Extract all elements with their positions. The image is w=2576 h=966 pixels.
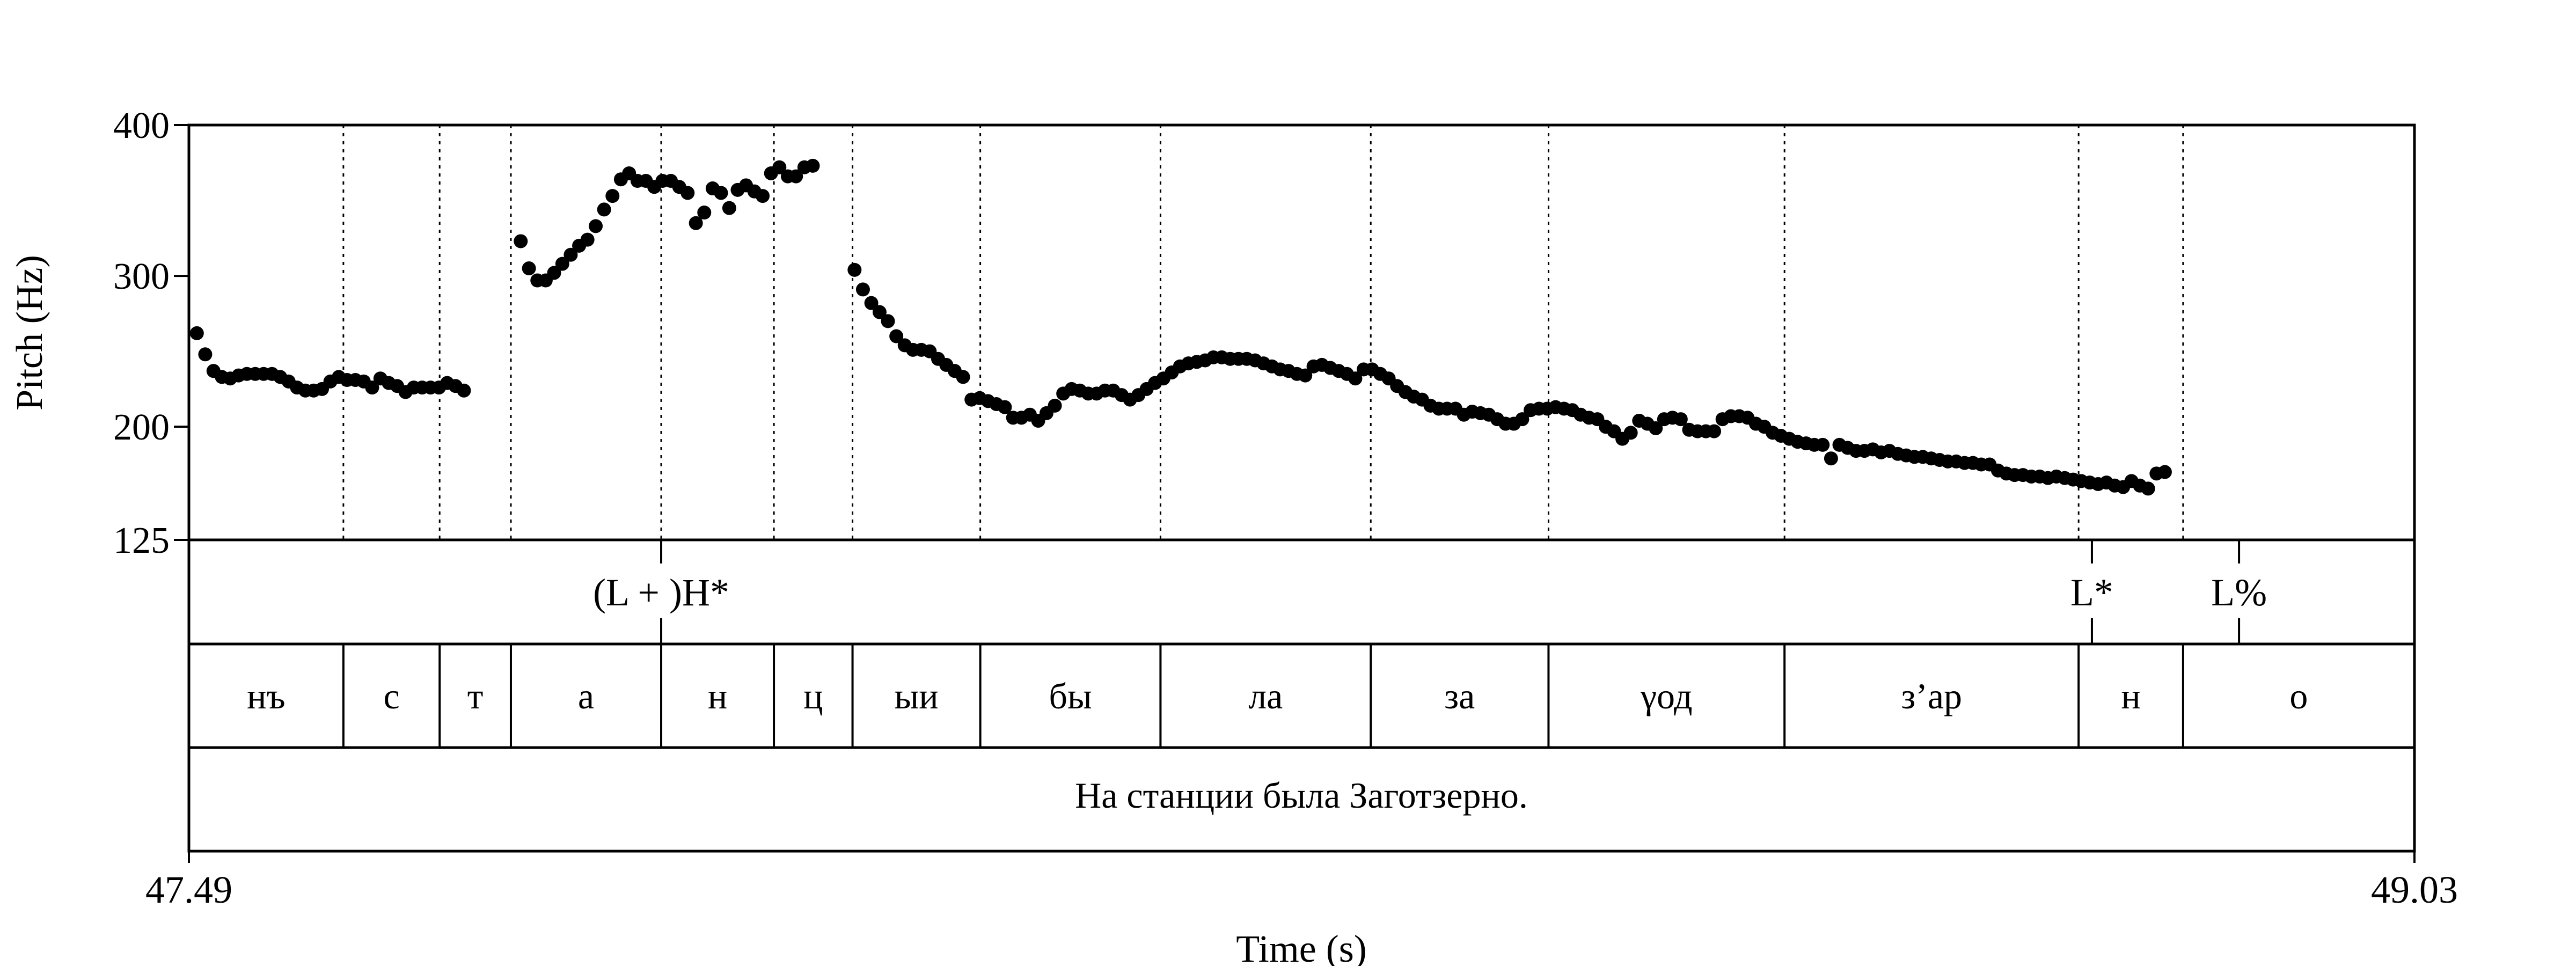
tone-tier: (L + )H* L* L% <box>593 540 2267 644</box>
segment-label: ц <box>803 676 823 716</box>
segment-label: з’ар <box>1901 676 1962 716</box>
pitch-point <box>689 216 703 230</box>
pitch-point <box>855 282 870 297</box>
segment-tier: нъ с т а н ц ыи бы ла за γод з’ар н о <box>247 644 2308 748</box>
pitch-point <box>881 314 895 328</box>
segment-label: а <box>578 676 594 716</box>
segment-label: за <box>1444 676 1475 716</box>
pitch-point <box>714 186 728 200</box>
pitch-point <box>605 189 620 203</box>
pitch-point <box>365 380 379 395</box>
tone-label: L* <box>2070 571 2113 614</box>
segment-label: γод <box>1640 676 1693 716</box>
segment-label: с <box>383 676 399 716</box>
pitch-point <box>756 189 770 203</box>
tone-label: L% <box>2211 571 2267 614</box>
pitch-point <box>956 370 970 384</box>
pitch-point <box>1673 412 1688 427</box>
x-tick-label: 49.03 <box>2371 868 2458 911</box>
pitch-point <box>864 296 879 310</box>
pitch-point <box>889 329 904 343</box>
pitch-point <box>847 262 862 277</box>
segment-label: н <box>708 676 727 716</box>
pitch-point <box>1623 426 1638 440</box>
x-axis-label: Time (s) <box>1236 927 1366 966</box>
y-axis: 125 200 300 400 <box>113 105 189 561</box>
pitch-point <box>998 400 1012 414</box>
pitch-point <box>522 261 536 276</box>
pitch-point <box>189 326 204 340</box>
pitch-point <box>697 206 712 220</box>
segment-label: нъ <box>247 676 286 716</box>
y-tick-label: 200 <box>113 407 170 448</box>
pitch-point <box>547 266 561 280</box>
pitch-point <box>872 305 887 319</box>
segment-label: ыи <box>895 676 939 716</box>
sentence-label: На станции была Заготзерно. <box>1075 775 1528 816</box>
pitch-point <box>597 202 611 217</box>
segment-tier-frame <box>187 642 2416 749</box>
pitch-point <box>1348 371 1363 386</box>
segment-label: о <box>2289 676 2308 716</box>
pitch-point <box>2141 481 2155 496</box>
pitch-point <box>1707 424 1722 438</box>
pitch-point <box>2157 465 2172 479</box>
pitch-point <box>680 186 695 200</box>
segment-label: т <box>467 676 484 716</box>
pitch-point <box>806 158 820 173</box>
pitch-point <box>1298 368 1313 383</box>
pitch-point <box>772 160 787 174</box>
pitch-point <box>555 257 569 271</box>
y-tick-label: 400 <box>113 105 170 147</box>
x-tick-label: 47.49 <box>145 868 232 911</box>
pitch-point <box>580 232 595 247</box>
pitch-point <box>789 169 803 184</box>
pitch-point <box>514 234 528 248</box>
segment-label: бы <box>1049 676 1092 716</box>
segment-boundary-grid <box>342 125 2184 540</box>
pitch-point <box>198 347 213 362</box>
pitch-point <box>1048 398 1062 413</box>
pitch-point <box>589 219 603 233</box>
x-axis: 47.49 49.03 <box>145 851 2458 911</box>
y-tick-label: 125 <box>113 520 170 561</box>
pitch-points <box>189 158 2172 496</box>
pitch-point <box>564 247 578 262</box>
y-tick-label: 300 <box>113 256 170 297</box>
pitch-point <box>1515 412 1529 427</box>
segment-label: н <box>2121 676 2140 716</box>
sentence-tier-frame <box>187 746 2416 853</box>
chart-frames <box>187 123 2416 853</box>
pitch-point <box>722 201 736 215</box>
pitch-point <box>1816 437 1830 452</box>
y-axis-label: Pitch (Hz) <box>9 255 50 411</box>
tone-label: (L + )H* <box>593 571 729 614</box>
pitch-point <box>1824 451 1838 466</box>
pitch-point <box>457 383 471 398</box>
segment-label: ла <box>1248 676 1283 716</box>
pitch-point <box>1649 421 1663 435</box>
